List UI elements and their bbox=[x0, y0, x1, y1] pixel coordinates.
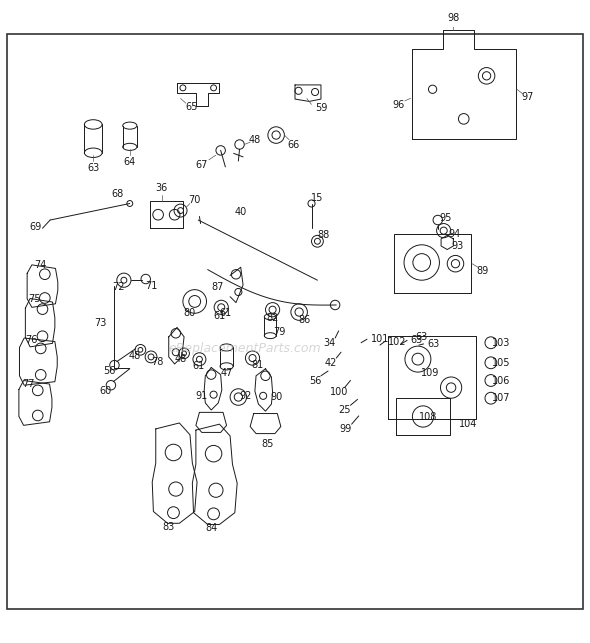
Text: 106: 106 bbox=[492, 376, 511, 386]
Text: 105: 105 bbox=[492, 358, 511, 368]
Text: 48: 48 bbox=[129, 350, 140, 361]
Text: 73: 73 bbox=[94, 318, 106, 328]
Text: 104: 104 bbox=[459, 419, 478, 429]
Text: 97: 97 bbox=[522, 93, 533, 102]
Text: 65: 65 bbox=[186, 102, 198, 112]
Text: 47: 47 bbox=[221, 368, 232, 379]
Text: 96: 96 bbox=[393, 100, 405, 109]
Text: 94: 94 bbox=[448, 229, 460, 239]
Text: 61: 61 bbox=[214, 311, 225, 321]
Text: 81: 81 bbox=[251, 360, 263, 370]
Text: 34: 34 bbox=[323, 338, 335, 348]
Text: 48: 48 bbox=[175, 354, 186, 365]
Text: 95: 95 bbox=[440, 213, 452, 222]
Text: 103: 103 bbox=[492, 338, 511, 348]
Text: 69: 69 bbox=[30, 222, 41, 232]
Text: 80: 80 bbox=[184, 308, 196, 318]
Text: 68: 68 bbox=[112, 189, 124, 199]
Text: 64: 64 bbox=[124, 157, 136, 167]
Text: 82: 82 bbox=[267, 313, 278, 323]
Text: 25: 25 bbox=[338, 405, 351, 415]
Text: 70: 70 bbox=[189, 195, 201, 205]
Text: 56: 56 bbox=[309, 376, 321, 386]
Text: 99: 99 bbox=[340, 424, 352, 434]
Text: 83: 83 bbox=[163, 522, 175, 532]
Text: 59: 59 bbox=[315, 103, 327, 113]
Text: 85: 85 bbox=[262, 439, 274, 449]
Text: 100: 100 bbox=[329, 387, 348, 397]
Text: 63: 63 bbox=[87, 163, 99, 173]
Text: 56: 56 bbox=[104, 366, 116, 376]
Text: eReplacementParts.com: eReplacementParts.com bbox=[169, 341, 321, 354]
Text: 109: 109 bbox=[421, 368, 440, 378]
Text: 67: 67 bbox=[196, 159, 208, 170]
Text: 36: 36 bbox=[156, 183, 168, 193]
Text: 108: 108 bbox=[419, 412, 438, 422]
Text: 40: 40 bbox=[235, 207, 247, 217]
Text: 71: 71 bbox=[145, 281, 157, 291]
Text: 63: 63 bbox=[427, 339, 440, 349]
Text: 61: 61 bbox=[192, 361, 204, 372]
Text: 90: 90 bbox=[270, 392, 282, 402]
Text: 101: 101 bbox=[371, 334, 389, 344]
Text: 61: 61 bbox=[219, 308, 231, 318]
Text: 92: 92 bbox=[240, 391, 251, 401]
Text: 79: 79 bbox=[274, 327, 286, 337]
Text: 76: 76 bbox=[26, 336, 38, 345]
Text: 98: 98 bbox=[447, 14, 460, 23]
Text: 15: 15 bbox=[312, 193, 323, 203]
Text: 75: 75 bbox=[28, 294, 41, 304]
Text: 72: 72 bbox=[112, 282, 124, 293]
Text: 87: 87 bbox=[211, 282, 223, 293]
Text: 42: 42 bbox=[324, 358, 336, 368]
Text: 93: 93 bbox=[452, 241, 464, 251]
Text: 63: 63 bbox=[411, 336, 423, 345]
Text: 91: 91 bbox=[196, 391, 208, 401]
Text: 66: 66 bbox=[288, 140, 300, 150]
Text: 78: 78 bbox=[151, 357, 163, 367]
Text: 89: 89 bbox=[477, 266, 489, 276]
Text: 102: 102 bbox=[388, 336, 407, 347]
Text: 74: 74 bbox=[34, 260, 46, 270]
Text: 88: 88 bbox=[317, 230, 329, 240]
Text: 77: 77 bbox=[22, 379, 35, 389]
Text: 107: 107 bbox=[492, 394, 511, 403]
Text: 86: 86 bbox=[299, 315, 310, 325]
Text: 60: 60 bbox=[99, 386, 111, 396]
Text: 84: 84 bbox=[205, 523, 217, 533]
Text: 48: 48 bbox=[249, 135, 261, 145]
Text: 63: 63 bbox=[415, 332, 427, 342]
